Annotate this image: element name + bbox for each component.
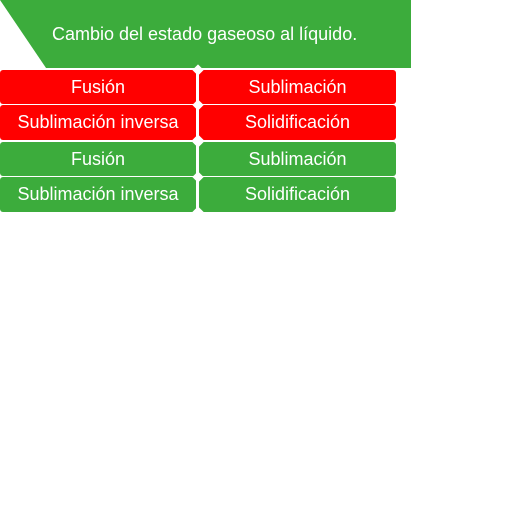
question-banner (0, 0, 411, 68)
answer-option-solidificacion[interactable]: Solidificación (199, 177, 396, 212)
answer-option-sublimacion[interactable]: Sublimación (199, 70, 396, 104)
answer-option-solidificacion[interactable]: Solidificación (199, 105, 396, 140)
answer-option-fusion[interactable]: Fusión (0, 70, 196, 104)
question-text: Cambio del estado gaseoso al líquido. (52, 24, 358, 44)
answer-option-fusion[interactable]: Fusión (0, 142, 196, 176)
answer-option-sublimacion-inversa[interactable]: Sublimación inversa (0, 177, 196, 212)
answer-option-sublimacion-inversa[interactable]: Sublimación inversa (0, 105, 196, 140)
answer-group-red: Fusión Sublimación Sublimación inversa S… (0, 64, 396, 146)
answer-option-sublimacion[interactable]: Sublimación (199, 142, 396, 176)
answer-group-green: Fusión Sublimación Sublimación inversa S… (0, 136, 396, 218)
answer-grid: Fusión Sublimación Sublimación inversa S… (0, 64, 396, 218)
